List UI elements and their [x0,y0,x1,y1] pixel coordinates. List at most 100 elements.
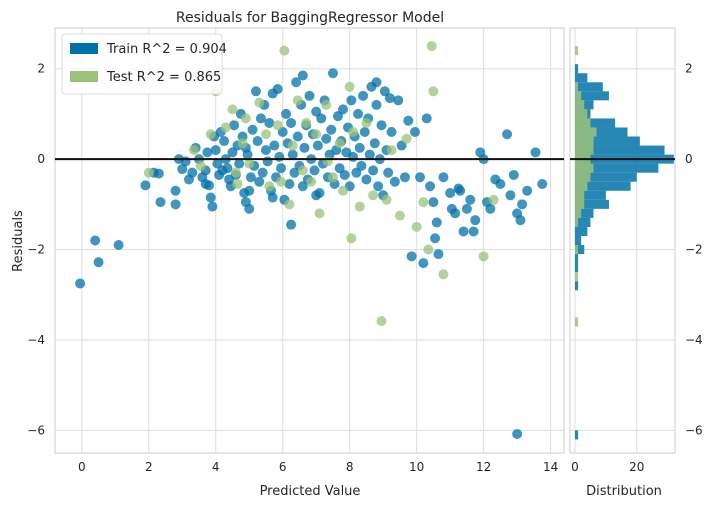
train-point [393,95,404,106]
train-point [180,156,191,167]
train-point [465,194,476,205]
train-point [421,113,432,124]
train-point [269,140,280,151]
train-point [240,197,251,208]
train-point [384,93,395,104]
train-point [204,180,215,191]
test-histogram-bar [575,127,597,137]
test-point [230,167,241,178]
train-histogram-bar [575,263,579,273]
train-point [262,156,273,167]
train-histogram-bar [575,73,588,83]
train-point [537,178,548,189]
train-point [339,169,350,180]
train-histogram-bar [575,190,606,200]
train-histogram-bar [575,127,628,137]
train-point [210,145,221,156]
x-tick-label: 2 [145,460,153,474]
test-point [244,158,255,169]
test-point [411,221,422,232]
distribution-x-tick-label: 0 [571,460,579,474]
test-histogram-bar [575,118,591,128]
train-point [409,126,420,137]
test-point [188,145,199,156]
y-tick-label: −2 [27,243,45,257]
test-point [301,117,312,128]
y-tick-label: 0 [37,152,45,166]
train-point [286,117,297,128]
train-point [522,185,533,196]
train-point [247,124,258,135]
train-point [316,113,327,124]
distribution-axis-label: Distribution [586,484,662,499]
train-point [470,215,481,226]
test-histogram-bar [575,136,594,146]
train-point [361,174,372,185]
train-point [386,126,397,137]
y-axis-label: Residuals [11,210,26,272]
test-histogram-bar [575,217,579,227]
train-point [245,172,256,183]
train-histogram-bar [575,430,579,440]
train-point [530,147,541,158]
train-point [219,136,230,147]
test-histogram-bar [575,181,588,191]
test-histogram-bar [575,100,585,110]
train-point [254,176,265,187]
train-histogram-bar [575,281,579,291]
train-point [430,233,441,244]
train-histogram-bar [575,64,579,74]
train-point [170,199,181,210]
test-point [346,233,357,244]
train-point [297,70,308,81]
train-point [348,151,359,162]
test-point [428,86,439,97]
test-point [272,120,283,131]
train-point [438,172,449,183]
train-point [354,142,365,153]
test-point [327,172,338,183]
train-histogram-bar [575,172,637,182]
test-point [314,208,325,219]
train-point [272,84,283,95]
test-histogram-bar [575,46,579,56]
train-point [244,185,255,196]
test-point [220,122,231,133]
train-point [252,136,263,147]
train-point [291,77,302,88]
distribution-y-tick-label: −6 [685,423,703,437]
train-point [229,120,240,131]
train-point [234,158,245,169]
test-histogram-bar [575,91,582,101]
train-histogram-bar [575,217,591,227]
distribution-y-tick-label: −4 [685,333,703,347]
test-point [205,129,216,140]
distribution-y-ticks: −6 −4 −2 0 2 [685,62,703,438]
test-histogram-bar [575,317,579,327]
train-point [312,140,323,151]
train-histogram-bar [575,82,603,92]
x-tick-label: 12 [476,460,491,474]
train-point [346,95,357,106]
train-histogram-bar [575,245,585,255]
train-histogram-bar [575,208,594,218]
distribution-y-tick-label: 0 [685,152,693,166]
train-point [284,178,295,189]
train-histogram-bar [575,91,609,101]
test-point [361,117,372,128]
test-histogram-bar [575,109,588,119]
train-point [326,124,337,135]
x-tick-label: 10 [409,460,424,474]
test-histogram-bar [575,245,579,255]
test-histogram-bar [575,172,591,182]
x-tick-label: 6 [279,460,287,474]
test-point [254,97,265,108]
train-point [445,188,456,199]
train-point [428,197,439,208]
test-point [297,165,308,176]
train-point [113,240,124,251]
train-point [406,251,417,262]
test-point [368,190,379,201]
train-point [455,185,466,196]
